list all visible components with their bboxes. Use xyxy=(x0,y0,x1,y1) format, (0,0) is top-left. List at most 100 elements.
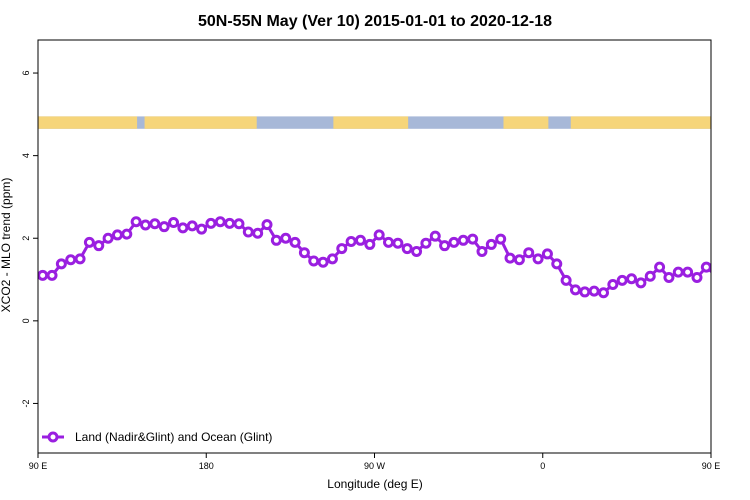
data-point xyxy=(448,236,460,248)
data-point xyxy=(83,236,95,248)
land-segment xyxy=(144,116,257,129)
series-points xyxy=(38,216,711,299)
data-point xyxy=(420,237,432,249)
data-point xyxy=(233,218,245,230)
x-tick-label: 0 xyxy=(540,461,545,471)
data-point xyxy=(102,232,114,244)
data-point xyxy=(214,216,226,228)
land-segment xyxy=(333,116,409,129)
x-tick-label: 180 xyxy=(199,461,214,471)
data-point xyxy=(663,271,675,283)
chart-title: 50N-55N May (Ver 10) 2015-01-01 to 2020-… xyxy=(198,13,552,30)
data-point xyxy=(224,217,236,229)
data-point xyxy=(532,253,544,265)
data-point xyxy=(654,261,666,273)
legend-label: Land (Nadir&Glint) and Ocean (Glint) xyxy=(75,430,272,444)
data-point xyxy=(579,286,591,298)
data-point xyxy=(168,217,180,229)
data-point xyxy=(345,236,357,248)
data-point xyxy=(280,232,292,244)
data-point xyxy=(205,217,217,229)
y-tick-label: 6 xyxy=(21,71,31,76)
data-point xyxy=(383,236,395,248)
data-point xyxy=(354,234,366,246)
x-tick-label: 90 E xyxy=(29,461,48,471)
data-point xyxy=(457,234,469,246)
data-point xyxy=(121,228,133,240)
data-point xyxy=(298,247,310,259)
series-layer xyxy=(38,216,711,299)
data-point xyxy=(551,258,563,270)
data-point xyxy=(326,253,338,265)
data-point xyxy=(504,252,516,264)
y-axis: -2 0 2 4 6 xyxy=(21,71,38,407)
land-segments xyxy=(38,116,711,129)
x-tick-label: 90 E xyxy=(702,461,721,471)
data-point xyxy=(495,233,507,245)
data-point xyxy=(476,245,488,257)
y-axis-label: XCO2 - MLO trend (ppm) xyxy=(0,178,13,313)
data-point xyxy=(55,258,67,270)
data-point xyxy=(541,248,553,260)
data-point xyxy=(682,266,694,278)
legend: Land (Nadir&Glint) and Ocean (Glint) xyxy=(42,430,272,444)
data-point xyxy=(429,230,441,242)
land-segment xyxy=(503,116,549,129)
y-tick-label: 4 xyxy=(21,153,31,158)
data-point xyxy=(196,223,208,235)
data-point xyxy=(439,240,451,252)
data-point xyxy=(364,238,376,250)
land-segment xyxy=(38,116,138,129)
data-point xyxy=(700,261,711,273)
data-point xyxy=(46,269,58,281)
data-point xyxy=(513,254,525,266)
data-point xyxy=(130,216,142,228)
y-tick-label: 0 xyxy=(21,318,31,323)
data-point xyxy=(139,219,151,231)
data-point xyxy=(467,233,479,245)
data-point xyxy=(411,245,423,257)
y-tick-label: 2 xyxy=(21,236,31,241)
data-point xyxy=(177,222,189,234)
data-point xyxy=(261,219,273,231)
data-point xyxy=(289,236,301,248)
data-point xyxy=(74,253,86,265)
data-point xyxy=(38,269,49,281)
data-point xyxy=(588,285,600,297)
x-axis-label: Longitude (deg E) xyxy=(327,477,422,491)
data-point xyxy=(65,254,77,266)
data-point xyxy=(158,221,170,233)
data-point xyxy=(672,266,684,278)
data-point xyxy=(616,274,628,286)
data-point xyxy=(644,270,656,282)
data-point xyxy=(691,271,703,283)
data-point xyxy=(93,240,105,252)
land-ocean-band xyxy=(38,116,711,129)
data-point xyxy=(308,255,320,267)
data-point xyxy=(626,273,638,285)
data-point xyxy=(242,226,254,238)
data-point xyxy=(401,243,413,255)
data-point xyxy=(635,277,647,289)
x-tick-label: 90 W xyxy=(364,461,386,471)
x-axis: 90 E 180 90 W 0 90 E xyxy=(29,453,721,471)
data-point xyxy=(336,243,348,255)
data-point xyxy=(607,278,619,290)
data-point xyxy=(111,229,123,241)
legend-marker xyxy=(47,431,59,443)
land-segment xyxy=(570,116,711,129)
data-point xyxy=(373,229,385,241)
y-tick-label: -2 xyxy=(21,399,31,407)
data-point xyxy=(485,238,497,250)
data-point xyxy=(317,256,329,268)
data-point xyxy=(392,237,404,249)
data-point xyxy=(270,234,282,246)
data-point xyxy=(149,218,161,230)
data-point xyxy=(560,274,572,286)
data-point xyxy=(186,220,198,232)
data-point xyxy=(523,247,535,259)
data-point xyxy=(598,287,610,299)
data-point xyxy=(569,284,581,296)
data-point xyxy=(252,227,264,239)
